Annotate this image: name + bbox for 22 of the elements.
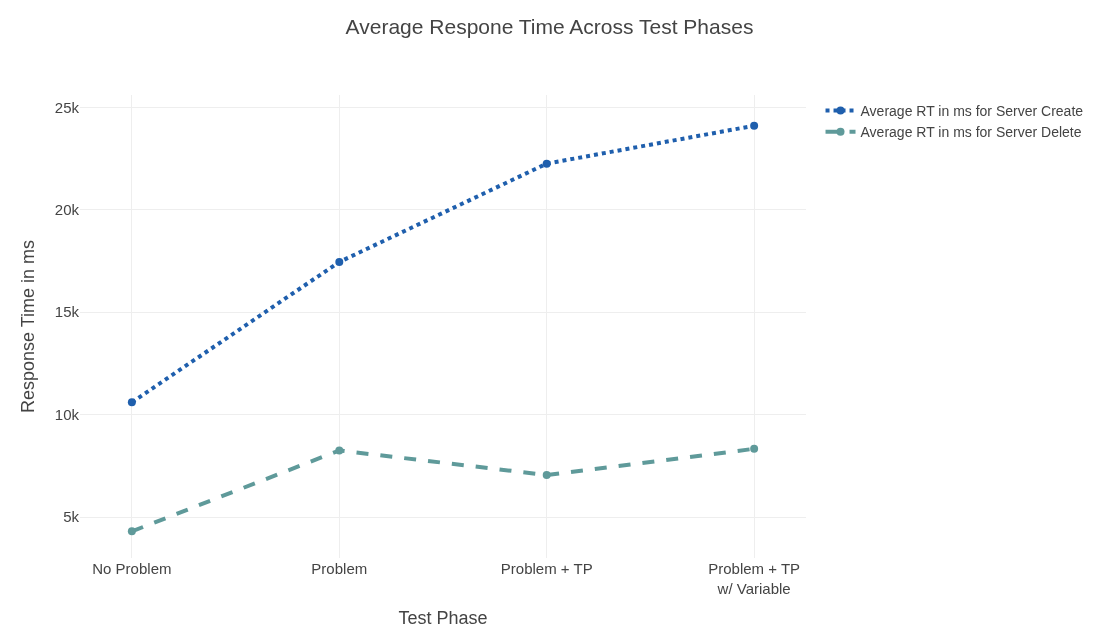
y-tick-label: 20k xyxy=(54,200,80,218)
y-tick-label: 25k xyxy=(54,98,80,116)
x-tick-label: Problem + TP xyxy=(500,560,593,577)
point xyxy=(127,398,136,407)
point xyxy=(542,159,551,168)
point xyxy=(750,121,759,130)
y-tick-label: 10k xyxy=(54,405,80,423)
legend-label: Average RT in ms for Server Delete xyxy=(860,124,1082,141)
point xyxy=(335,446,344,455)
y-tick-label: 15k xyxy=(54,303,80,321)
legend-label: Average RT in ms for Server Create xyxy=(860,103,1084,120)
chart-title: Average Respone Time Across Test Phases xyxy=(345,14,754,38)
point xyxy=(750,444,759,453)
point xyxy=(335,257,344,266)
x-tick-label: No Problem xyxy=(92,560,172,577)
x-tick-label: Problem + TP w/ Variable xyxy=(708,560,801,597)
y-tick-label: 5k xyxy=(63,508,80,526)
x-axis-title: Test Phase xyxy=(398,607,488,628)
x-tick-label: Problem xyxy=(311,560,368,577)
point xyxy=(542,471,551,480)
point xyxy=(127,527,136,536)
y-axis-title: Response Time in ms xyxy=(18,239,39,414)
